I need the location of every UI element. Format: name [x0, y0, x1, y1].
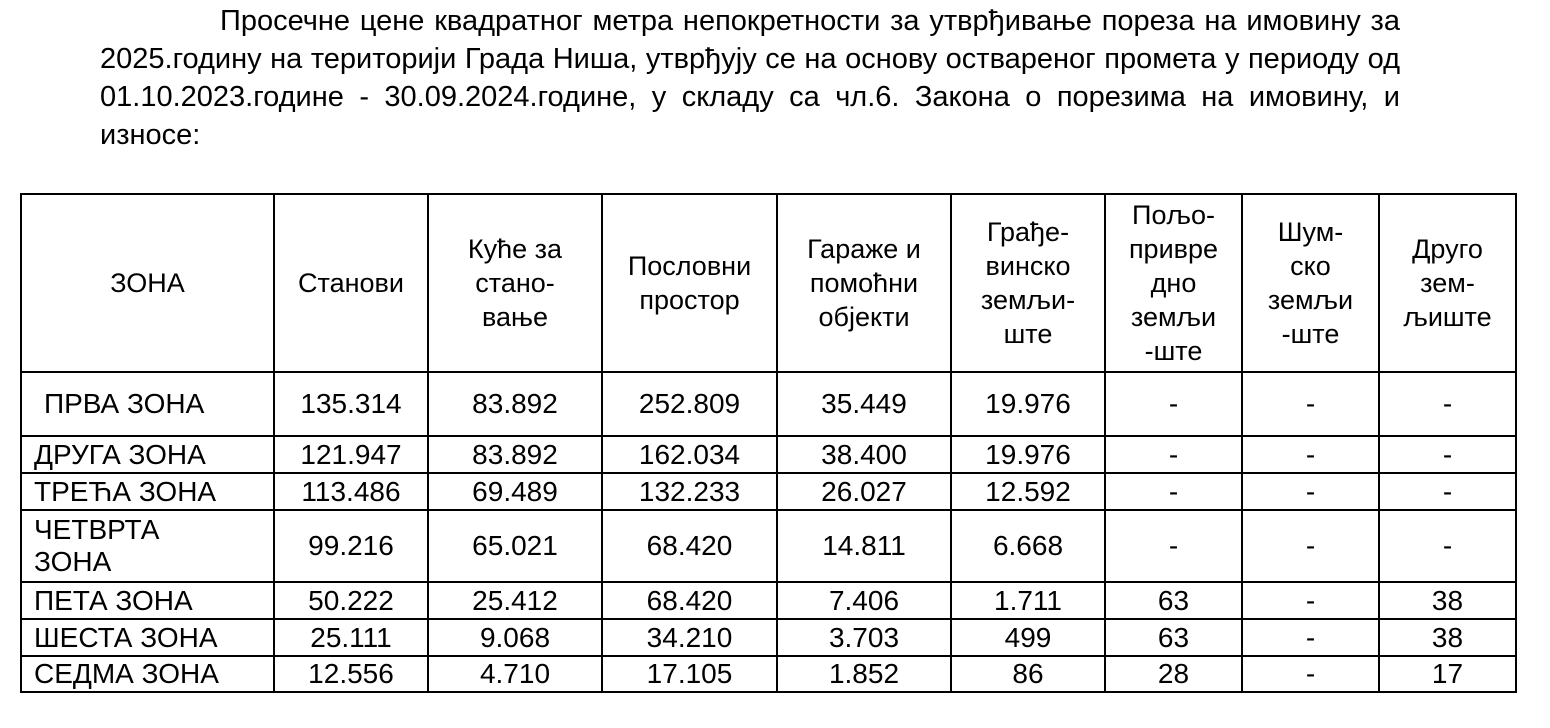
cell-agricultural-land: -	[1104, 509, 1243, 583]
cell-apartments: 50.222	[273, 581, 429, 620]
price-table: ЗОНА Станови Куће за стано- вање Пословн…	[20, 193, 1517, 693]
cell-zone: ПРВА ЗОНА	[20, 371, 275, 437]
cell-zone: ДРУГА ЗОНА	[20, 435, 275, 474]
table-row: ЧЕТВРТА ЗОНА 99.216 65.021 68.420 14.811 6.66…	[20, 509, 1517, 583]
cell-other-land: 38	[1378, 581, 1517, 620]
cell-forest-land: -	[1241, 618, 1380, 657]
cell-zone: ШЕСТА ЗОНА	[20, 618, 275, 657]
cell-business-space: 132.233	[601, 472, 778, 511]
cell-apartments: 25.111	[273, 618, 429, 657]
table-row: ПЕТА ЗОНА 50.222 25.412 68.420 7.406 1.711 63-…	[20, 581, 1517, 620]
cell-apartments: 99.216	[273, 509, 429, 583]
table-row: ТРЕЋА ЗОНА 113.486 69.489 132.233 26.027 12.5…	[20, 472, 1517, 511]
cell-agricultural-land: -	[1104, 371, 1243, 437]
cell-forest-land: -	[1241, 509, 1380, 583]
cell-construction-land: 1.711	[950, 581, 1106, 620]
cell-zone: ТРЕЋА ЗОНА	[20, 472, 275, 511]
cell-garages: 14.811	[776, 509, 952, 583]
header-agricultural-land: Пољо- привре дно земљи -ште	[1104, 193, 1243, 373]
cell-zone: ПЕТА ЗОНА	[20, 581, 275, 620]
cell-houses: 4.710	[427, 655, 603, 693]
cell-business-space: 68.420	[601, 581, 778, 620]
cell-houses: 25.412	[427, 581, 603, 620]
cell-garages: 3.703	[776, 618, 952, 657]
cell-construction-land: 12.592	[950, 472, 1106, 511]
header-apartments: Станови	[273, 193, 429, 373]
cell-business-space: 17.105	[601, 655, 778, 693]
cell-agricultural-land: 63	[1104, 618, 1243, 657]
cell-zone: СЕДМА ЗОНА	[20, 655, 275, 693]
header-construction-land: Грађе- винско земљи- ште	[950, 193, 1106, 373]
price-table-container: ЗОНА Станови Куће за стано- вање Пословн…	[20, 193, 1517, 693]
cell-garages: 26.027	[776, 472, 952, 511]
cell-other-land: -	[1378, 472, 1517, 511]
header-houses: Куће за стано- вање	[427, 193, 603, 373]
cell-other-land: -	[1378, 371, 1517, 437]
cell-construction-land: 6.668	[950, 509, 1106, 583]
table-row: ДРУГА ЗОНА 121.947 83.892 162.034 38.400 19.9…	[20, 435, 1517, 474]
cell-construction-land: 86	[950, 655, 1106, 693]
table-row: СЕДМА ЗОНА 12.556 4.710 17.105 1.852 86 28-17	[20, 655, 1517, 693]
cell-business-space: 68.420	[601, 509, 778, 583]
cell-business-space: 34.210	[601, 618, 778, 657]
cell-houses: 83.892	[427, 371, 603, 437]
cell-construction-land: 19.976	[950, 371, 1106, 437]
cell-other-land: -	[1378, 435, 1517, 474]
table-row: ШЕСТА ЗОНА 25.111 9.068 34.210 3.703 499 63-38	[20, 618, 1517, 657]
header-zone: ЗОНА	[20, 193, 275, 373]
cell-construction-land: 499	[950, 618, 1106, 657]
cell-apartments: 12.556	[273, 655, 429, 693]
header-other-land: Друго зем- љиште	[1378, 193, 1517, 373]
cell-apartments: 113.486	[273, 472, 429, 511]
cell-houses: 65.021	[427, 509, 603, 583]
cell-houses: 69.489	[427, 472, 603, 511]
cell-agricultural-land: 63	[1104, 581, 1243, 620]
cell-agricultural-land: -	[1104, 472, 1243, 511]
cell-garages: 1.852	[776, 655, 952, 693]
header-forest-land: Шум- ско земљи -ште	[1241, 193, 1380, 373]
cell-agricultural-land: -	[1104, 435, 1243, 474]
cell-forest-land: -	[1241, 655, 1380, 693]
cell-zone: ЧЕТВРТА ЗОНА	[20, 509, 275, 583]
cell-apartments: 121.947	[273, 435, 429, 474]
cell-business-space: 162.034	[601, 435, 778, 474]
cell-houses: 9.068	[427, 618, 603, 657]
cell-garages: 35.449	[776, 371, 952, 437]
table-header-row: ЗОНА Станови Куће за стано- вање Пословн…	[20, 193, 1517, 373]
intro-paragraph: Просечне цене квадратног метра непокретн…	[100, 5, 1400, 151]
cell-other-land: 17	[1378, 655, 1517, 693]
cell-other-land: -	[1378, 509, 1517, 583]
cell-forest-land: -	[1241, 581, 1380, 620]
cell-construction-land: 19.976	[950, 435, 1106, 474]
cell-garages: 38.400	[776, 435, 952, 474]
cell-business-space: 252.809	[601, 371, 778, 437]
header-business-space: Пословни простор	[601, 193, 778, 373]
cell-forest-land: -	[1241, 435, 1380, 474]
cell-apartments: 135.314	[273, 371, 429, 437]
cell-agricultural-land: 28	[1104, 655, 1243, 693]
cell-houses: 83.892	[427, 435, 603, 474]
cell-forest-land: -	[1241, 472, 1380, 511]
table-row: ПРВА ЗОНА 135.314 83.892 252.809 35.449 19.97…	[20, 371, 1517, 437]
cell-forest-land: -	[1241, 371, 1380, 437]
cell-garages: 7.406	[776, 581, 952, 620]
cell-other-land: 38	[1378, 618, 1517, 657]
header-garages: Гараже и помоћни објекти	[776, 193, 952, 373]
